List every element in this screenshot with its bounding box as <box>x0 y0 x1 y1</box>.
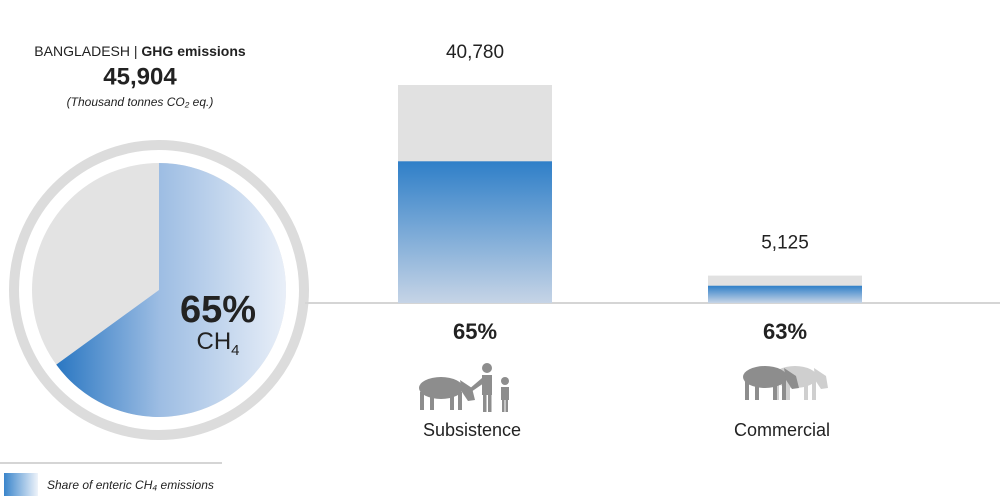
gas: CH <box>196 328 231 355</box>
pie-slice <box>56 163 287 417</box>
bars: 40,780 65% Subsistence 5,125 63% Commercial <box>398 42 862 440</box>
bar-share <box>708 285 862 303</box>
share-label: 63% <box>763 319 807 344</box>
unit: (Thousand tonnes CO₂ eq.) <box>67 95 214 109</box>
gas-label: CH4 <box>196 328 239 359</box>
title: GHG emissions <box>141 43 245 59</box>
pie-label: 65% <box>180 289 256 331</box>
gas-subscript: 4 <box>231 342 239 359</box>
category-label: Subsistence <box>423 420 521 440</box>
header-line: BANGLADESH | GHG emissions <box>34 43 246 59</box>
icon-commercial <box>743 366 828 400</box>
value-label: 40,780 <box>446 42 504 63</box>
icon-subsistence <box>419 363 509 412</box>
category-label: Commercial <box>734 420 830 440</box>
pie-ring <box>9 140 309 440</box>
total: 45,904 <box>103 63 177 90</box>
share-label: 65% <box>453 319 497 344</box>
pie <box>56 163 287 417</box>
value-label: 5,125 <box>761 233 809 254</box>
legend-swatch <box>4 473 38 496</box>
bar-share <box>398 161 552 303</box>
legend-label: Share of enteric CH₄ emissions <box>47 478 214 492</box>
country: BANGLADESH | <box>34 43 137 59</box>
